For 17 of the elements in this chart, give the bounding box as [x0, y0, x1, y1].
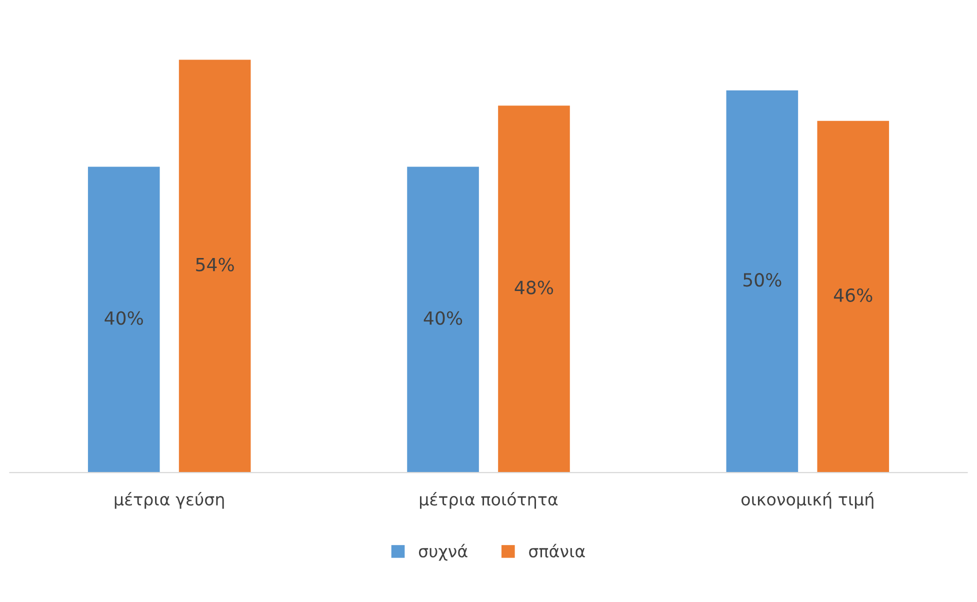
x-tick-label: μέτρια γεύση: [114, 492, 224, 509]
bar: [407, 166, 479, 473]
data-label: 46%: [834, 288, 872, 302]
bar: [88, 166, 160, 473]
x-tick-label: μέτρια ποιότητα: [420, 492, 558, 509]
bar: [817, 120, 890, 473]
x-tick-label: οικονομική τιμή: [742, 492, 874, 509]
legend-label: σπάνια: [529, 544, 585, 558]
bar: [178, 60, 251, 473]
data-label: 48%: [514, 280, 554, 294]
bar: [498, 106, 570, 473]
data-label: 40%: [424, 311, 462, 325]
bar: [726, 90, 798, 473]
data-label: 54%: [196, 258, 234, 272]
legend-label: συχνά: [418, 544, 468, 561]
data-label: 50%: [744, 273, 782, 287]
data-label: 40%: [104, 311, 143, 325]
